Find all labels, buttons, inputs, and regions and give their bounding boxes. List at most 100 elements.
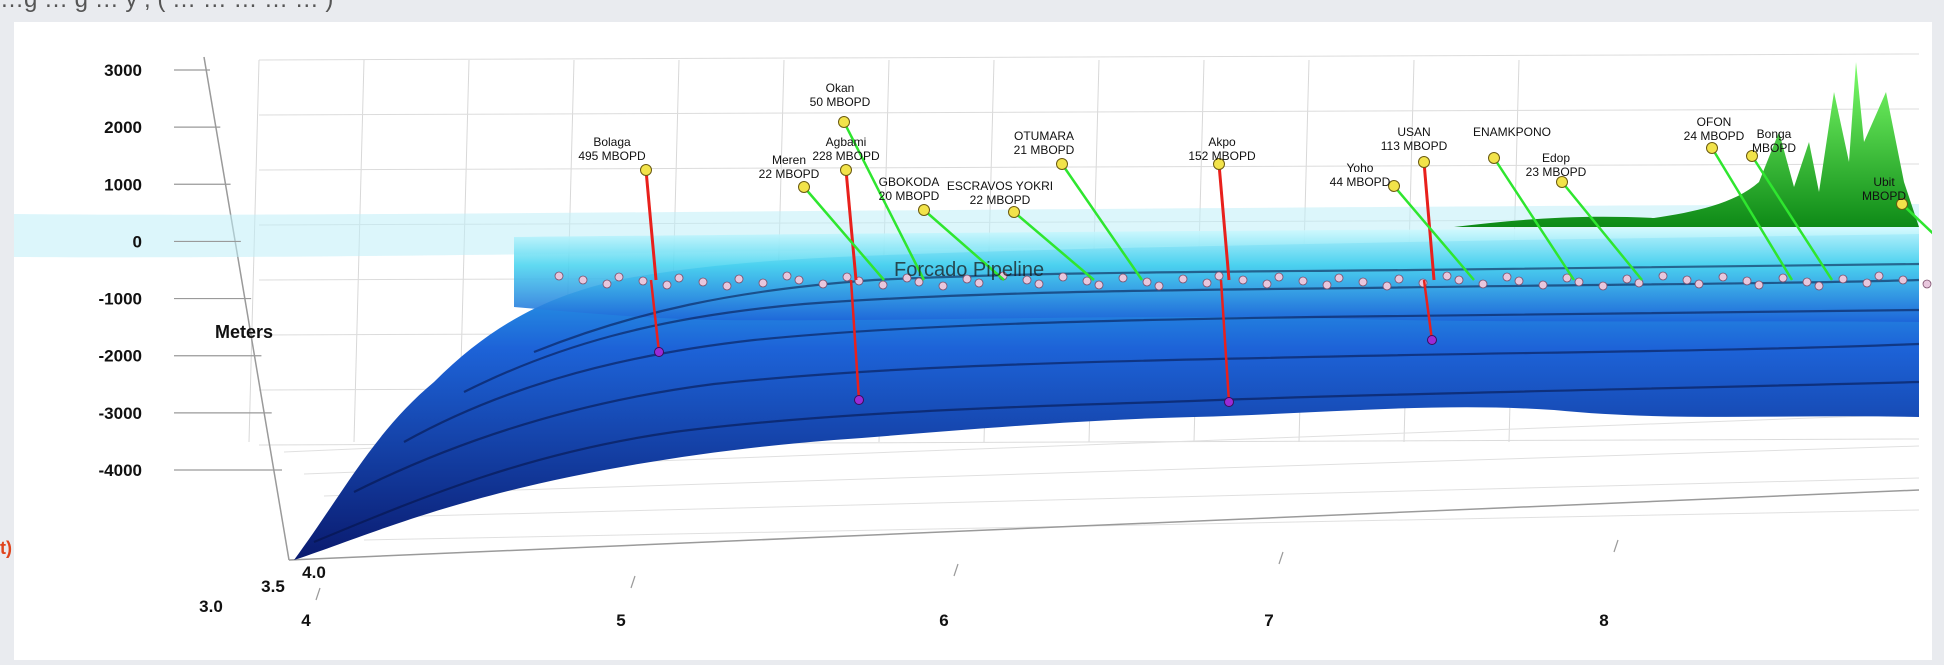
contour-ridge <box>313 380 1920 544</box>
platform-marker <box>794 275 804 285</box>
field-marker <box>1488 152 1500 164</box>
platform-marker <box>1742 276 1752 286</box>
platform-marker <box>1094 280 1104 290</box>
z-tick-label: -1000 <box>99 290 142 309</box>
field-marker <box>838 116 850 128</box>
leader-line <box>644 169 658 281</box>
platform-marker <box>1334 273 1344 283</box>
sea-level-sheet <box>14 204 1919 258</box>
platform-marker <box>974 278 984 288</box>
seafloor-marker <box>854 395 864 405</box>
annotation-value: 23 MBOPD <box>1526 165 1587 179</box>
x-tick-label: 5 <box>616 611 625 630</box>
platform-marker <box>1274 272 1284 282</box>
field-marker <box>1556 176 1568 188</box>
platform-marker <box>842 272 852 282</box>
grid-line <box>323 445 1920 497</box>
platform-marker <box>1034 279 1044 289</box>
land-peaks <box>1454 62 1919 227</box>
field-marker <box>1056 158 1068 170</box>
leader-line <box>1710 147 1794 281</box>
platform-marker <box>1682 275 1692 285</box>
x-tick <box>630 575 636 589</box>
platform-marker <box>1142 277 1152 287</box>
platform-marker <box>1514 276 1524 286</box>
y-tick-label: 4.0 <box>302 563 326 582</box>
x-tick-label: 8 <box>1599 611 1608 630</box>
platform-marker <box>662 280 672 290</box>
platform-marker <box>758 278 768 288</box>
z-tick-label: -4000 <box>99 461 142 480</box>
annotation-label: Meren <box>772 153 806 167</box>
z-tick-label: 1000 <box>104 175 142 194</box>
x-tick-label: 4 <box>301 611 311 630</box>
platform-marker <box>1262 279 1272 289</box>
plot-card: Bolaga 495 MBOPD Okan 50 MBOPD Agbami 228 MBO… <box>14 22 1944 660</box>
x-tick <box>1278 551 1284 565</box>
annotation-value: 152 MBOPD <box>1188 149 1256 163</box>
x-tick <box>953 563 959 577</box>
annotation-value: 228 MBOPD <box>812 149 880 163</box>
platform-marker <box>1694 279 1704 289</box>
z-tick-label: -3000 <box>99 404 142 423</box>
annotation-label: Bonga <box>1757 127 1792 141</box>
leader-line <box>1060 163 1144 281</box>
contour-ridge <box>463 278 1920 393</box>
platform-marker <box>578 275 588 285</box>
annotation-value: 20 MBOPD <box>879 189 940 203</box>
platform-marker <box>1214 271 1224 281</box>
platform-marker <box>1658 271 1668 281</box>
platform-marker <box>962 274 972 284</box>
platform-marker <box>1538 280 1548 290</box>
grid-line <box>258 53 1920 61</box>
x-tick-label: 6 <box>939 611 948 630</box>
y-tick-label: 3.5 <box>261 577 285 596</box>
platform-marker <box>938 281 948 291</box>
platform-marker <box>1358 277 1368 287</box>
leader-line <box>923 209 1005 281</box>
annotation-label: Bolaga <box>593 135 631 149</box>
platform-marker <box>782 271 792 281</box>
annotation-label: USAN <box>1397 125 1430 139</box>
x-tick <box>315 587 321 601</box>
platform-marker <box>1754 280 1764 290</box>
pipeline-label: Forcado Pipeline <box>894 259 1044 281</box>
left-edge-mark: t) <box>0 538 12 558</box>
platform-marker <box>1718 272 1728 282</box>
annotation-label: Okan <box>826 81 855 95</box>
annotation-value: 22 MBOPD <box>970 193 1031 207</box>
platform-marker <box>902 273 912 283</box>
contour-ridge <box>533 262 1920 354</box>
platform-marker <box>674 273 684 283</box>
annotation-value: MBOPD <box>1862 189 1906 203</box>
z-tick-label: 0 <box>133 232 142 251</box>
z-tick-label: 3000 <box>104 61 142 80</box>
leader-line <box>1013 211 1095 281</box>
annotation-value: 50 MBOPD <box>810 95 871 109</box>
field-marker <box>1746 150 1758 162</box>
annotation-label: ENAMKPONO <box>1473 125 1551 139</box>
platform-marker <box>1622 274 1632 284</box>
platform-marker <box>1502 272 1512 282</box>
annotation-label: Yoho <box>1347 161 1374 175</box>
grid-line <box>363 509 1920 541</box>
field-marker <box>640 164 652 176</box>
platform-marker <box>914 277 924 287</box>
annotation-label: ESCRAVOS YOKRI <box>947 179 1053 193</box>
well-stem <box>649 279 661 353</box>
platform-marker <box>1922 279 1932 289</box>
well-stem <box>1422 279 1434 341</box>
platform-marker <box>1082 276 1092 286</box>
annotation-value: 24 MBOPD <box>1684 129 1745 143</box>
platform-marker <box>1898 275 1908 285</box>
axes: 3000 2000 1000 0 -1000 -2000 -3000 -4000 Meters 4… <box>99 61 1619 630</box>
platform-marker <box>1802 277 1812 287</box>
leader-line <box>803 186 885 281</box>
platform-marker <box>1634 278 1644 288</box>
y-axis-label: Meters <box>215 322 273 342</box>
platform-marker <box>1238 275 1248 285</box>
platform-marker <box>734 274 744 284</box>
field-marker <box>840 164 852 176</box>
platform-marker <box>1862 278 1872 288</box>
